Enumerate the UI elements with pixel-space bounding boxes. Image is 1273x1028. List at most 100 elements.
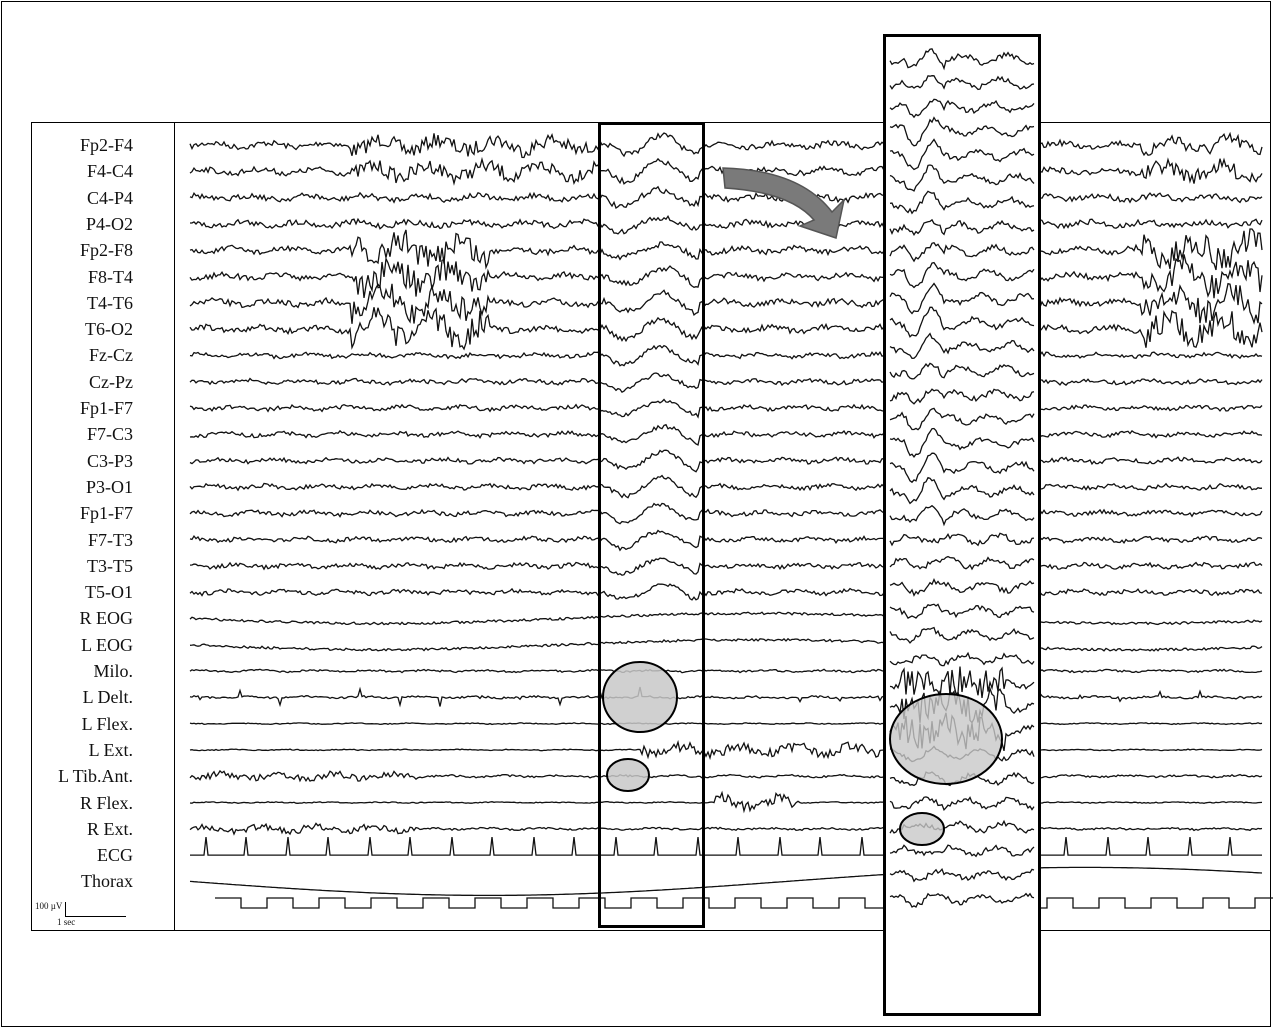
channel-label: Cz-Pz [89,371,133,392]
channel-label: P4-O2 [85,213,133,234]
expanded-trace [889,427,1035,458]
channel-label: T5-O1 [85,582,133,603]
expanded-trace [889,578,1035,597]
expanded-trace [889,75,1035,91]
scale-bar-lines [65,902,126,917]
channel-label: Fp1-F7 [79,503,133,524]
selected-epoch-box [598,122,705,928]
expanded-trace [889,867,1035,883]
channel-label: T6-O2 [85,319,133,340]
channel-label: Fp2-F8 [79,240,133,261]
channel-label: Thorax [81,871,133,892]
expanded-trace [889,190,1035,215]
channel-trace [189,866,1263,897]
expanded-trace [889,603,1035,619]
channel-label: C4-P4 [86,187,133,208]
channel-trace [189,769,1263,783]
channel-label: T4-T6 [87,292,133,313]
channel-label: Fp2-F4 [79,135,133,155]
expanded-highlight-circle-small [899,812,945,846]
channel-trace [189,398,1263,419]
channel-label: L Tib.Ant. [58,766,133,787]
expanded-trace [889,555,1035,571]
channel-trace [189,790,1263,814]
channel-label: ECG [97,845,133,866]
channel-label: R EOG [79,608,134,629]
channel-label: L Flex. [81,713,133,734]
expanded-trace [889,407,1035,431]
channel-trace [189,474,1263,499]
expanded-trace [889,164,1035,192]
channel-label: L Ext. [88,739,133,760]
channel-trace [190,215,1263,235]
expanded-trace [889,666,1035,698]
channel-label: Fz-Cz [89,345,133,366]
expanded-trace [889,242,1035,263]
expanded-trace [889,532,1035,547]
expanded-trace [889,116,1035,147]
expanded-trace [889,306,1035,338]
expanded-trace [889,651,1035,667]
channel-trace [189,557,1263,576]
expanded-trace [889,48,1035,71]
channel-trace [189,185,1263,209]
channel-label: Fp1-F7 [79,398,133,418]
expanded-trace [889,796,1035,811]
expanded-trace [889,844,1035,858]
expanded-trace [889,98,1035,119]
channel-label-column [31,122,175,931]
scale-bar: 100 µV 1 sec [35,900,135,930]
expanded-trace [889,452,1035,484]
channel-label: P3-O1 [85,476,133,497]
channel-trace [189,372,1263,394]
channel-trace [189,637,1263,652]
channel-label: F8-T4 [88,266,133,287]
channel-trace [189,344,1263,367]
channel-trace [189,307,1263,351]
channel-trace [189,449,1263,473]
expanded-trace [889,218,1035,236]
expanded-trace [889,362,1035,380]
channel-label: F7-T3 [88,529,133,550]
expanded-trace [889,476,1035,505]
scale-time-label: 1 sec [57,917,76,927]
scale-amplitude-label: 100 µV [35,901,63,911]
channel-trace [189,722,1263,726]
expanded-trace [889,892,1035,908]
expanded-trace [889,138,1035,171]
expanded-trace [889,261,1035,289]
channel-trace [189,686,1263,708]
channel-trace [189,282,1263,325]
channel-trace [189,254,1263,299]
channel-label: F4-C4 [86,161,133,182]
curved-arrow-icon [722,167,846,239]
highlight-circle-l-tib [606,758,650,792]
channel-label: R Flex. [79,792,133,813]
channel-trace [189,502,1263,525]
channel-label: F7-C3 [86,424,133,445]
expanded-trace [889,332,1035,359]
expanded-epoch-box [883,34,1041,1016]
channel-label: C3-P3 [86,450,133,471]
channel-label: Milo. [93,661,133,681]
expanded-trace [889,626,1035,644]
marker-square-wave [215,897,1273,909]
channel-trace [189,611,1263,626]
expanded-trace [889,504,1035,527]
highlight-circle-l-delt [602,661,678,733]
channel-trace [189,739,1263,761]
expanded-trace [889,282,1035,315]
expanded-epoch-traces [889,48,1035,908]
channel-trace [189,131,1263,159]
channel-label: T3-T5 [87,555,133,576]
channel-trace [189,583,1263,601]
channel-label: L EOG [81,634,133,655]
channel-trace [189,668,1263,674]
channel-trace [189,228,1263,271]
channel-trace [189,822,1263,836]
expanded-highlight-circle-large [889,693,1003,785]
channel-label: R Ext. [86,818,133,839]
channel-trace [189,529,1263,552]
